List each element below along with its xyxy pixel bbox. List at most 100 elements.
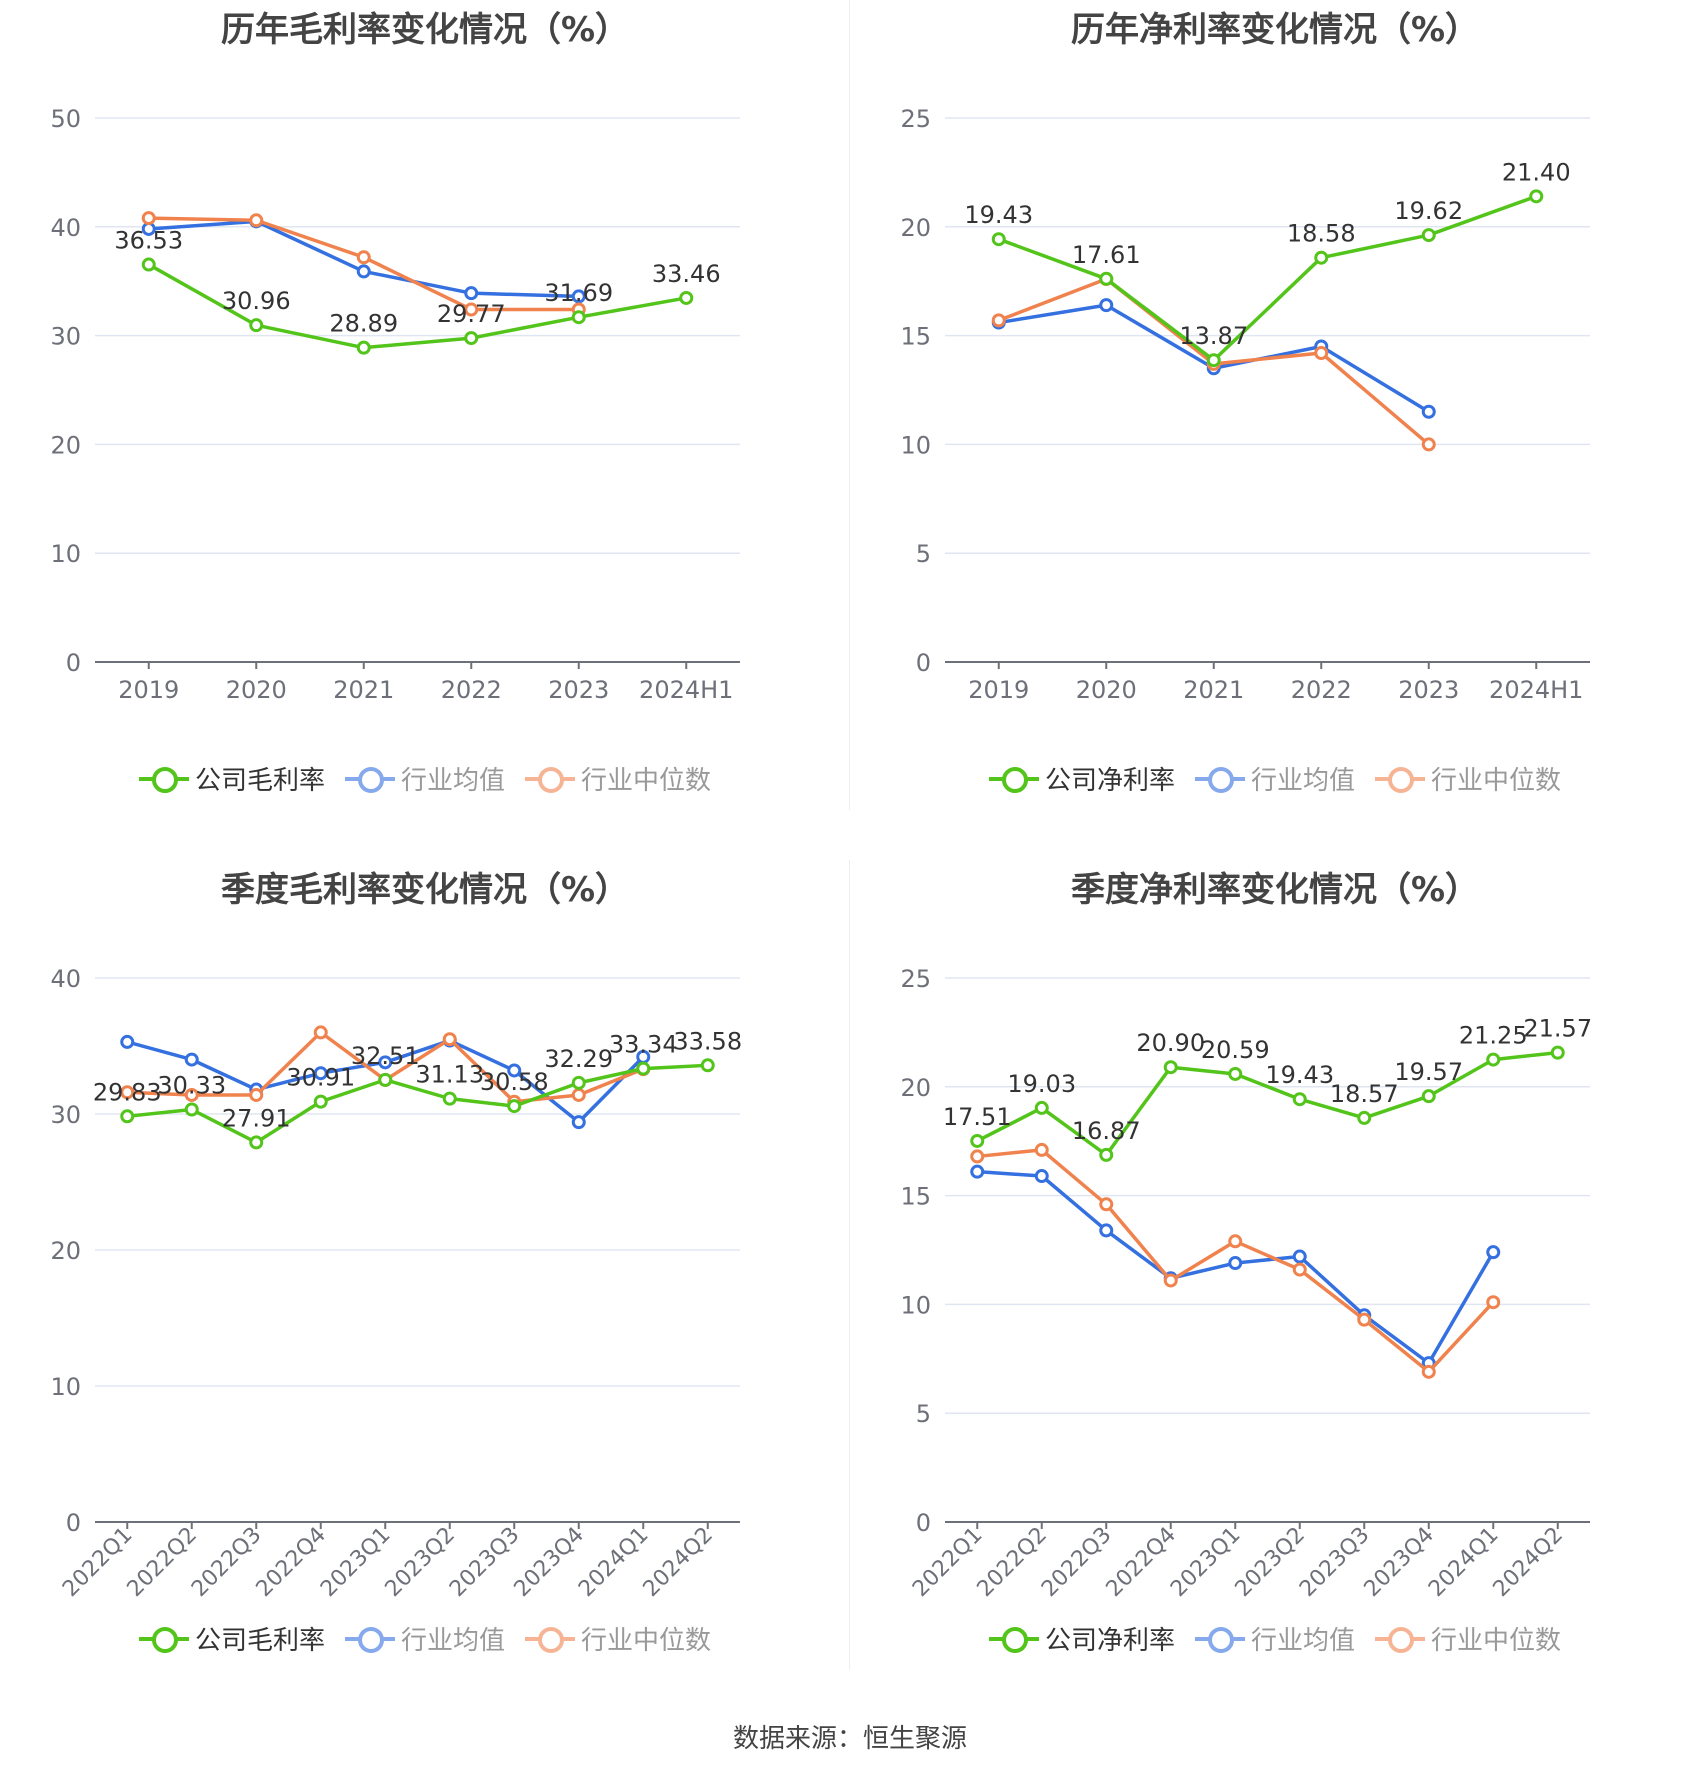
- legend-label: 行业中位数: [581, 1626, 712, 1656]
- legend-item[interactable]: 行业中位数: [1375, 1620, 1561, 1657]
- x-tick-label: 2024H1: [1489, 676, 1583, 704]
- panel-divider-bottom: [849, 860, 850, 1670]
- chart-panel-quarterly-net-margin: 季度净利率变化情况（%） 0 5 10 15 20 25 2022Q1 2022Q2 2022Q…: [850, 860, 1700, 1720]
- data-point: [1099, 298, 1114, 313]
- x-tick-label: 2024Q2: [1489, 1523, 1568, 1600]
- legend-item[interactable]: 行业中位数: [525, 760, 711, 797]
- legend-label: 公司毛利率: [194, 766, 325, 796]
- legend-line-circle-icon: [1194, 1626, 1245, 1653]
- data-point: [1292, 1249, 1307, 1264]
- legend-item[interactable]: 公司净利率: [988, 1620, 1175, 1657]
- data-label: 30.58: [480, 1068, 549, 1096]
- data-point: [571, 1115, 586, 1130]
- data-point: [442, 1091, 457, 1106]
- data-point: [571, 289, 586, 304]
- legend-item[interactable]: 行业中位数: [1375, 760, 1561, 797]
- data-label: 32.51: [351, 1042, 420, 1070]
- data-point: [249, 1135, 264, 1150]
- legend-line-circle-icon: [1194, 766, 1245, 793]
- chart-title: 历年毛利率变化情况（%）: [220, 10, 630, 50]
- data-label: 19.03: [1007, 1070, 1076, 1098]
- data-label: 13.87: [1179, 322, 1248, 350]
- data-point: [120, 1034, 135, 1049]
- legend-line-circle-icon: [1375, 766, 1425, 793]
- data-label: 19.57: [1394, 1058, 1463, 1086]
- x-tick-label: 2019: [968, 676, 1029, 704]
- y-tick-label: 15: [900, 1183, 931, 1211]
- data-point: [356, 264, 371, 279]
- series-line: [998, 194, 1537, 362]
- data-label: 18.58: [1287, 220, 1356, 248]
- data-point: [571, 1075, 586, 1090]
- data-label: 32.29: [544, 1045, 613, 1073]
- data-label: 17.61: [1072, 241, 1141, 269]
- y-tick-label: 5: [916, 540, 931, 568]
- legend-item[interactable]: 行业均值: [344, 1620, 505, 1657]
- data-label: 27.91: [222, 1104, 291, 1132]
- data-point: [1228, 1066, 1243, 1081]
- legend-line-circle-icon: [138, 1626, 189, 1653]
- data-point: [378, 1072, 393, 1087]
- data-label: 36.53: [114, 227, 183, 255]
- data-point: [1421, 1364, 1436, 1379]
- data-label: 30.96: [222, 287, 291, 315]
- x-tick-label: 2020: [1076, 676, 1137, 704]
- chart-plot: 0 5 10 15 20 25 2019 2020 2021 2022 2023 2024H1 19.4…: [900, 105, 1590, 704]
- y-tick-label: 30: [50, 323, 81, 351]
- data-point: [571, 1087, 586, 1102]
- y-tick-label: 10: [50, 540, 81, 568]
- data-label: 20.59: [1201, 1036, 1270, 1064]
- x-tick-label: 2024Q2: [639, 1523, 718, 1600]
- data-point: [991, 232, 1006, 247]
- legend-item[interactable]: 行业中位数: [525, 1620, 711, 1657]
- y-tick-label: 5: [916, 1400, 931, 1428]
- chart-legend: 公司毛利率 行业均值 行业中位数: [0, 760, 850, 797]
- data-point: [464, 286, 479, 301]
- x-tick-label: 2022: [1291, 676, 1352, 704]
- data-point: [1099, 1223, 1114, 1238]
- legend-label: 行业均值: [1250, 1626, 1355, 1656]
- legend-label: 公司净利率: [1044, 1626, 1175, 1656]
- y-tick-label: 10: [50, 1373, 81, 1401]
- data-point: [356, 250, 371, 265]
- data-point: [184, 1052, 199, 1067]
- data-label: 16.87: [1072, 1117, 1141, 1145]
- data-point: [1099, 1147, 1114, 1162]
- legend-item[interactable]: 公司毛利率: [138, 760, 325, 797]
- data-point: [507, 1063, 522, 1078]
- legend-item[interactable]: 行业均值: [344, 760, 505, 797]
- chart-panel-annual-net-margin: 历年净利率变化情况（%） 0 5 10 15 20 25 2019 2020 2021 2022 2…: [850, 0, 1700, 860]
- legend-item[interactable]: 行业均值: [1194, 760, 1355, 797]
- legend-line-circle-icon: [525, 1626, 575, 1653]
- data-point: [1529, 189, 1544, 204]
- legend-item[interactable]: 行业均值: [1194, 1620, 1355, 1657]
- data-point: [1034, 1142, 1049, 1157]
- data-label: 30.33: [157, 1072, 226, 1100]
- series-line: [127, 1063, 708, 1145]
- data-point: [1421, 404, 1436, 419]
- chart-legend: 公司毛利率 行业均值 行业中位数: [0, 1620, 850, 1657]
- legend-label: 行业均值: [400, 766, 505, 796]
- legend-line-circle-icon: [988, 766, 1039, 793]
- data-label: 19.43: [964, 201, 1033, 229]
- data-point: [1314, 250, 1329, 265]
- data-point: [141, 257, 156, 272]
- data-point: [184, 1087, 199, 1102]
- chart-plot: 0 10 20 30 40 50 2019 2020 2021 2022 2023 2024H1 36.…: [50, 105, 740, 704]
- data-point: [679, 290, 694, 305]
- y-tick-label: 0: [916, 649, 931, 677]
- chart-title: 历年净利率变化情况（%）: [1070, 10, 1480, 50]
- data-point: [991, 313, 1006, 328]
- data-point: [1163, 1060, 1178, 1075]
- legend-item[interactable]: 公司净利率: [988, 760, 1175, 797]
- y-tick-label: 0: [916, 1509, 931, 1537]
- data-point: [1550, 1045, 1565, 1060]
- data-label: 33.46: [652, 260, 721, 288]
- data-label: 17.51: [943, 1103, 1012, 1131]
- legend-line-circle-icon: [525, 766, 575, 793]
- legend-item[interactable]: 公司毛利率: [138, 1620, 325, 1657]
- y-tick-label: 0: [66, 649, 81, 677]
- data-point: [313, 1094, 328, 1109]
- legend-label: 公司毛利率: [194, 1626, 325, 1656]
- data-label: 33.34: [609, 1031, 678, 1059]
